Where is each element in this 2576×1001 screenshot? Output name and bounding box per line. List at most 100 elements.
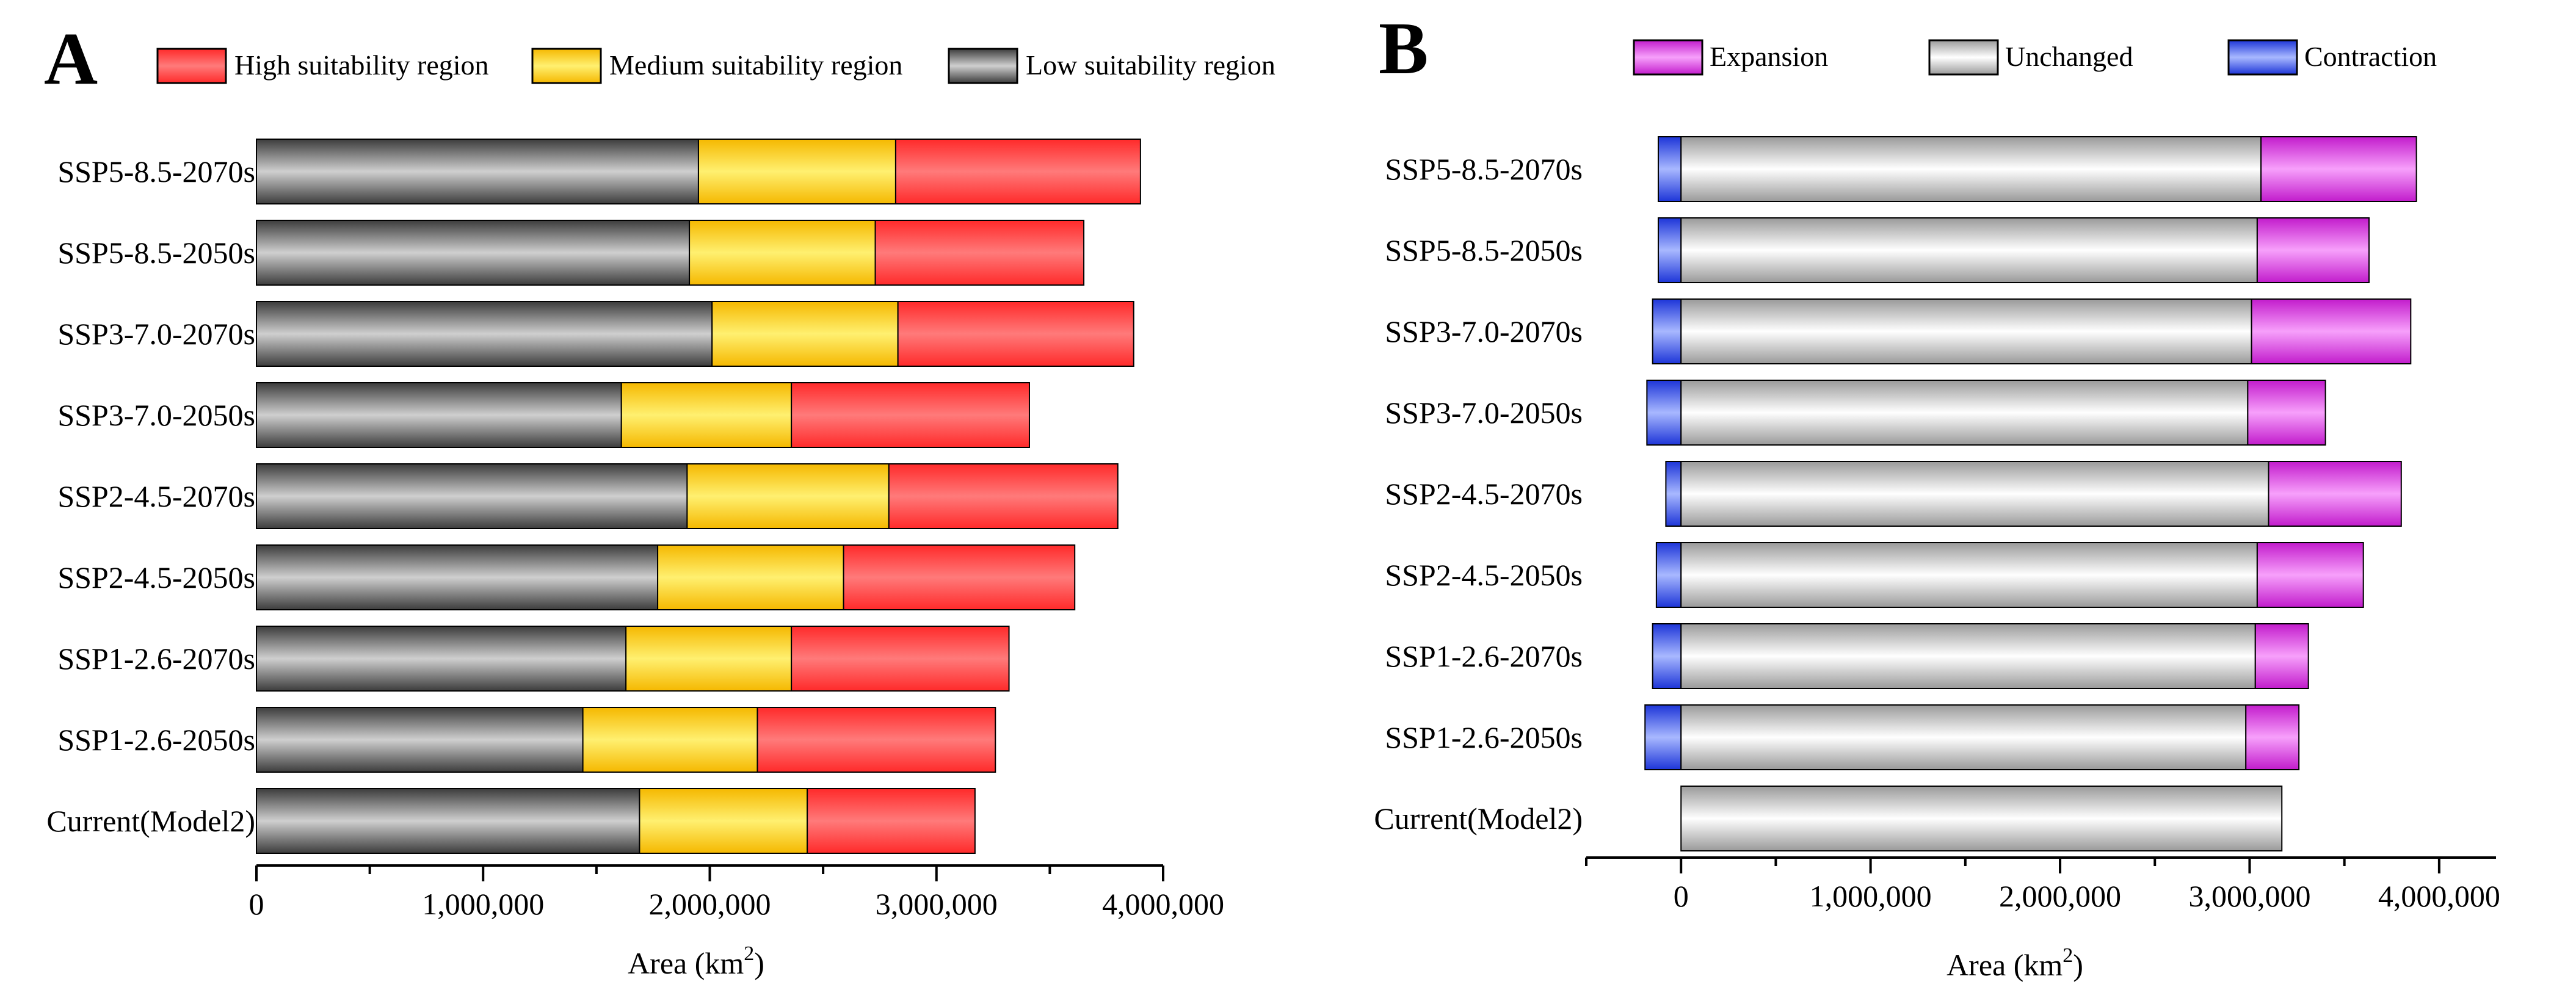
- bar-unchanged-ssp1-2-6-2070s: [1680, 623, 2256, 689]
- bar-medium-suitability-region-ssp1-2-6-2070s: [625, 626, 793, 692]
- bar-low-suitability-region-ssp5-8-5-2050s: [256, 220, 691, 286]
- bar-row-ssp3-7-0-2050s: SSP3-7.0-2050s: [1385, 380, 2326, 446]
- legend-label-medium-suitability-region: Medium suitability region: [609, 49, 902, 81]
- bar-unchanged-ssp3-7-0-2070s: [1680, 298, 2252, 364]
- legend-swatch-contraction: [2227, 39, 2298, 76]
- bar-low-suitability-region-current-model2: [256, 788, 640, 854]
- bar-low-suitability-region-ssp3-7-0-2070s: [256, 301, 713, 367]
- bar-low-suitability-region-ssp2-4-5-2070s: [256, 463, 688, 529]
- bar-row-ssp1-2-6-2070s: SSP1-2.6-2070s: [57, 626, 1010, 692]
- category-label-current-model2: Current(Model2): [1374, 801, 1583, 836]
- category-label-ssp1-2-6-2070s: SSP1-2.6-2070s: [1385, 639, 1583, 673]
- bar-low-suitability-region-ssp5-8-5-2070s: [256, 139, 699, 204]
- bar-contraction-ssp3-7-0-2050s: [1646, 380, 1682, 446]
- bar-unchanged-ssp2-4-5-2070s: [1680, 461, 2269, 527]
- category-label-ssp2-4-5-2070s: SSP2-4.5-2070s: [1385, 477, 1583, 511]
- legend-b: Expansion Unchanged Contraction: [1633, 39, 2437, 76]
- bar-medium-suitability-region-current-model2: [639, 788, 808, 854]
- bar-unchanged-ssp3-7-0-2050s: [1680, 380, 2249, 446]
- bars-a: SSP5-8.5-2070s SSP5-8.5-2050s SSP3-7.0-207…: [46, 139, 1141, 854]
- x-tick-label-a-4: 4,000,000: [1102, 887, 1224, 921]
- bar-high-suitability-region-ssp1-2-6-2070s: [791, 626, 1010, 692]
- category-label-ssp2-4-5-2070s: SSP2-4.5-2070s: [57, 479, 255, 513]
- bar-high-suitability-region-ssp3-7-0-2070s: [897, 301, 1134, 367]
- bar-expansion-ssp5-8-5-2070s: [2260, 136, 2417, 202]
- bar-row-current-model2: Current(Model2): [46, 788, 976, 854]
- bars-b: SSP5-8.5-2070s SSP5-8.5-2050s SSP3-7.0-207…: [1374, 136, 2417, 851]
- bar-contraction-ssp3-7-0-2070s: [1652, 298, 1682, 364]
- bar-expansion-ssp2-4-5-2050s: [2256, 542, 2364, 608]
- legend-item-expansion: Expansion: [1633, 39, 1828, 76]
- x-tick-label-b-2: 2,000,000: [1999, 879, 2121, 913]
- legend-label-low-suitability-region: Low suitability region: [1026, 49, 1275, 81]
- category-label-ssp3-7-0-2050s: SSP3-7.0-2050s: [1385, 396, 1583, 430]
- bar-expansion-ssp5-8-5-2050s: [2256, 217, 2370, 283]
- bar-row-ssp2-4-5-2050s: SSP2-4.5-2050s: [57, 544, 1076, 610]
- bar-medium-suitability-region-ssp5-8-5-2050s: [689, 220, 876, 286]
- bar-row-ssp3-7-0-2070s: SSP3-7.0-2070s: [1385, 298, 2412, 364]
- bar-row-ssp3-7-0-2070s: SSP3-7.0-2070s: [57, 301, 1134, 367]
- x-tick-label-b-3: 3,000,000: [2188, 879, 2310, 913]
- legend-swatch-unchanged: [1928, 39, 1999, 76]
- bar-row-ssp5-8-5-2050s: SSP5-8.5-2050s: [57, 220, 1085, 286]
- bar-contraction-ssp5-8-5-2070s: [1657, 136, 1682, 202]
- bar-expansion-ssp3-7-0-2070s: [2251, 298, 2412, 364]
- bar-row-ssp2-4-5-2070s: SSP2-4.5-2070s: [57, 463, 1119, 529]
- category-label-ssp3-7-0-2050s: SSP3-7.0-2050s: [57, 398, 255, 432]
- category-label-ssp5-8-5-2070s: SSP5-8.5-2070s: [1385, 152, 1583, 186]
- bar-row-ssp5-8-5-2070s: SSP5-8.5-2070s: [57, 139, 1141, 204]
- bar-medium-suitability-region-ssp1-2-6-2050s: [582, 707, 758, 773]
- legend-item-medium-suitability-region: Medium suitability region: [531, 48, 902, 84]
- bar-unchanged-ssp2-4-5-2050s: [1680, 542, 2258, 608]
- x-tick-label-a-3: 3,000,000: [876, 887, 998, 921]
- bar-medium-suitability-region-ssp5-8-5-2070s: [697, 139, 896, 204]
- bar-unchanged-ssp5-8-5-2070s: [1680, 136, 2262, 202]
- bar-row-current-model2: Current(Model2): [1374, 786, 2283, 851]
- panel-a-letter: A: [44, 18, 98, 100]
- category-label-ssp5-8-5-2070s: SSP5-8.5-2070s: [57, 154, 255, 189]
- bar-unchanged-ssp5-8-5-2050s: [1680, 217, 2258, 283]
- panel-b: B Expansion Unchanged Contraction SSP5-8.5…: [1374, 7, 2500, 982]
- category-label-ssp5-8-5-2050s: SSP5-8.5-2050s: [1385, 233, 1583, 267]
- x-axis-title-a: Area (km2): [628, 942, 764, 980]
- bar-row-ssp1-2-6-2050s: SSP1-2.6-2050s: [57, 707, 996, 773]
- bar-high-suitability-region-ssp2-4-5-2050s: [843, 544, 1076, 610]
- bar-expansion-ssp2-4-5-2070s: [2268, 461, 2402, 527]
- bar-medium-suitability-region-ssp3-7-0-2050s: [620, 382, 793, 448]
- bar-medium-suitability-region-ssp2-4-5-2070s: [686, 463, 890, 529]
- category-label-ssp1-2-6-2050s: SSP1-2.6-2050s: [1385, 720, 1583, 754]
- legend-item-contraction: Contraction: [2227, 39, 2437, 76]
- category-label-ssp2-4-5-2050s: SSP2-4.5-2050s: [1385, 558, 1583, 592]
- legend-label-high-suitability-region: High suitability region: [234, 49, 489, 81]
- bar-contraction-ssp2-4-5-2050s: [1655, 542, 1682, 608]
- x-tick-label-b-1: 1,000,000: [1810, 879, 1932, 913]
- axis-b: 0 1,000,000 2,000,000 3,000,000 4,000,000: [1585, 856, 2500, 913]
- category-label-ssp2-4-5-2050s: SSP2-4.5-2050s: [57, 560, 255, 594]
- x-axis-title-b: Area (km2): [1947, 944, 2083, 982]
- bar-high-suitability-region-ssp5-8-5-2050s: [874, 220, 1085, 286]
- category-label-ssp5-8-5-2050s: SSP5-8.5-2050s: [57, 236, 255, 270]
- bar-low-suitability-region-ssp1-2-6-2070s: [256, 626, 627, 692]
- x-tick-label-a-0: 0: [249, 887, 264, 921]
- bar-row-ssp1-2-6-2070s: SSP1-2.6-2070s: [1385, 623, 2309, 689]
- panel-a: A High suitability region Medium suitabil…: [44, 18, 1275, 980]
- bar-row-ssp2-4-5-2050s: SSP2-4.5-2050s: [1385, 542, 2364, 608]
- category-label-ssp1-2-6-2070s: SSP1-2.6-2070s: [57, 641, 255, 676]
- bar-contraction-ssp2-4-5-2070s: [1665, 461, 1682, 527]
- x-tick-label-b-0: 0: [1674, 879, 1689, 913]
- bar-row-ssp2-4-5-2070s: SSP2-4.5-2070s: [1385, 461, 2402, 527]
- bar-high-suitability-region-ssp1-2-6-2050s: [756, 707, 996, 773]
- category-label-ssp3-7-0-2070s: SSP3-7.0-2070s: [1385, 314, 1583, 349]
- bar-unchanged-current-model2: [1680, 786, 2283, 851]
- bar-medium-suitability-region-ssp3-7-0-2070s: [711, 301, 899, 367]
- panel-b-letter: B: [1379, 7, 1428, 90]
- category-label-ssp3-7-0-2070s: SSP3-7.0-2070s: [57, 317, 255, 351]
- bar-contraction-ssp1-2-6-2070s: [1652, 623, 1682, 689]
- bar-row-ssp5-8-5-2050s: SSP5-8.5-2050s: [1385, 217, 2370, 283]
- bar-high-suitability-region-ssp2-4-5-2070s: [888, 463, 1119, 529]
- x-tick-label-a-2: 2,000,000: [649, 887, 771, 921]
- bar-expansion-ssp3-7-0-2050s: [2247, 380, 2326, 446]
- bar-row-ssp3-7-0-2050s: SSP3-7.0-2050s: [57, 382, 1030, 448]
- legend-label-expansion: Expansion: [1710, 41, 1828, 72]
